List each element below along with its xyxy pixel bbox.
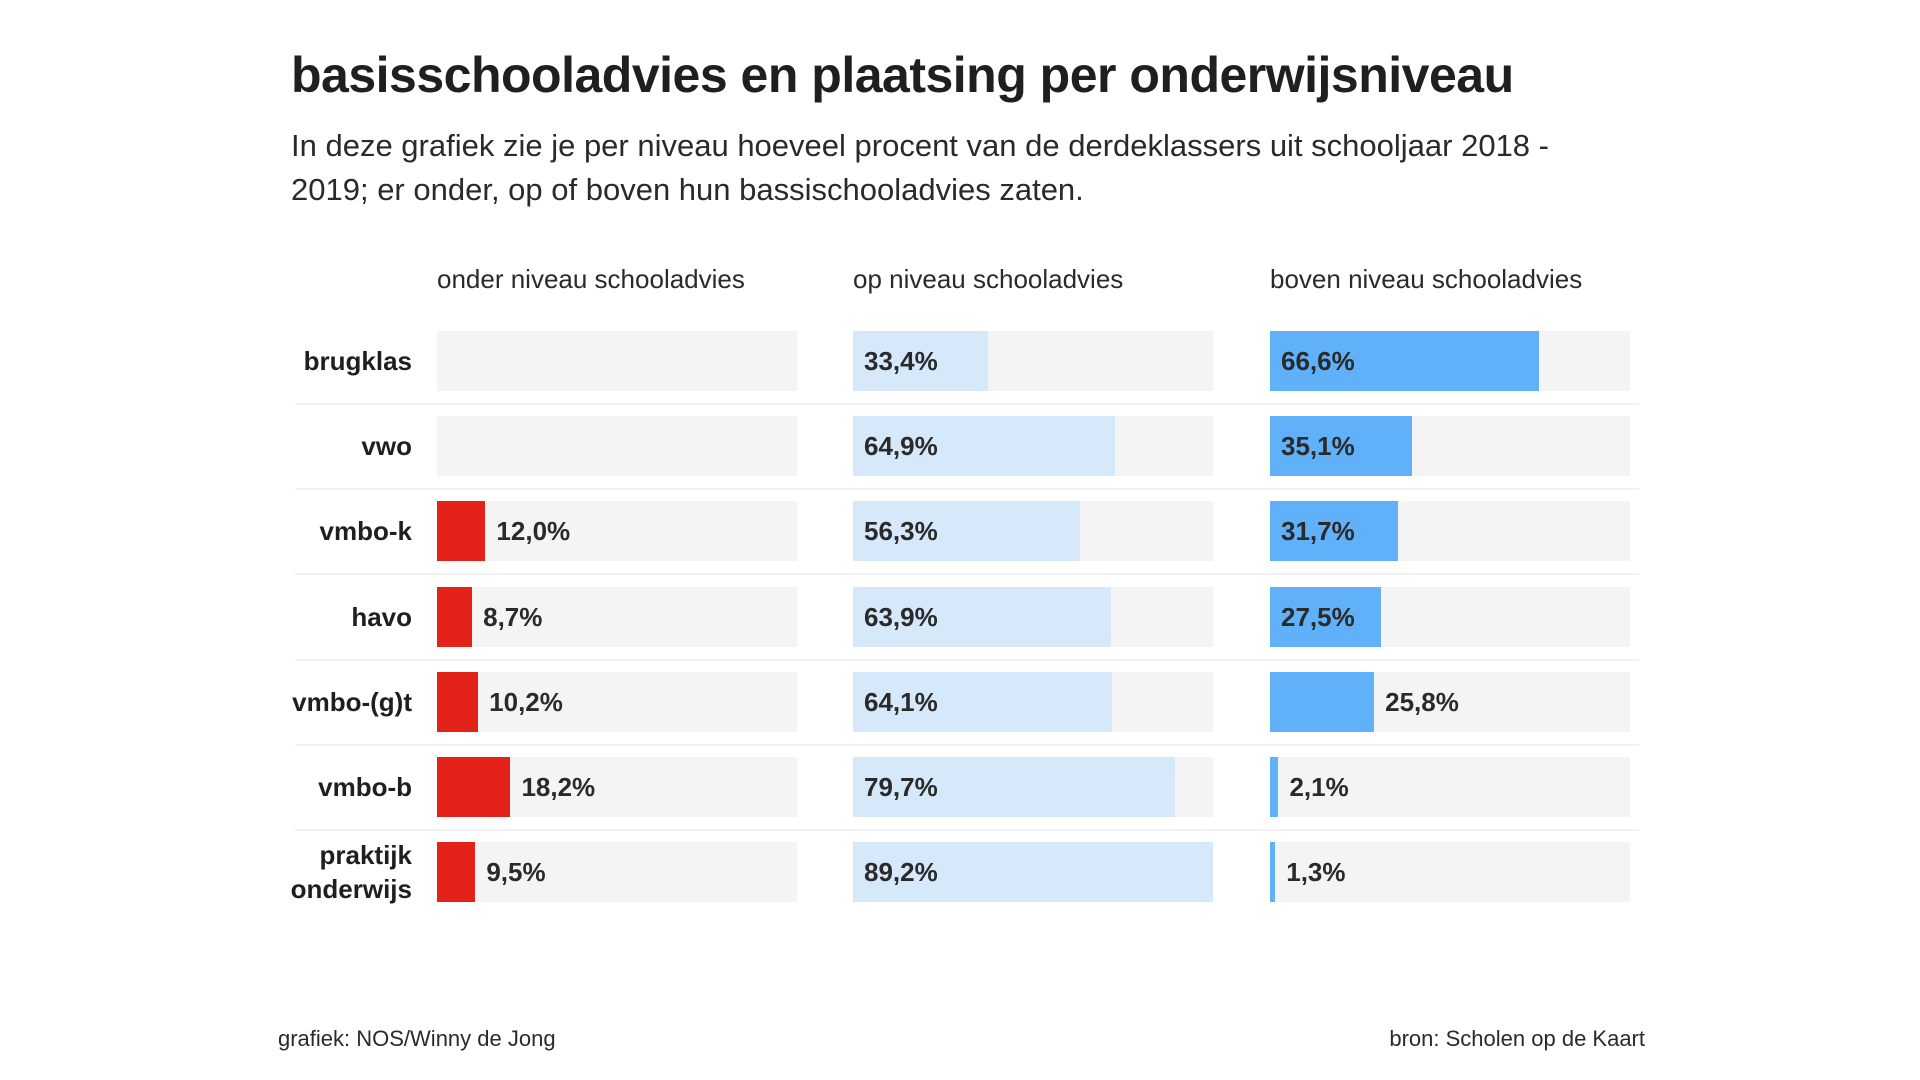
bar-boven <box>1270 671 1375 732</box>
bar-onder <box>437 671 479 732</box>
bar-onder <box>437 757 511 817</box>
bar-onder <box>437 586 473 647</box>
row-divider <box>295 829 1639 831</box>
bar-track: 31,7% <box>1270 501 1630 562</box>
row-label: vmbo-b <box>318 772 412 802</box>
value-label: 66,6% <box>1281 346 1355 376</box>
bar-track: 25,8% <box>1270 671 1630 732</box>
bar-track: 9,5% <box>437 842 797 903</box>
value-label: 18,2% <box>521 772 596 802</box>
bar-boven <box>1270 416 1412 477</box>
row-divider <box>295 743 1639 746</box>
value-label: 79,7% <box>864 772 938 802</box>
bar-op <box>853 416 1115 477</box>
bar-track: 66,6% <box>1270 331 1630 391</box>
bar-track: 56,3% <box>853 501 1213 562</box>
bar-track: 89,2% <box>853 842 1213 903</box>
bar-op <box>853 331 988 391</box>
bar-op <box>853 501 1081 562</box>
value-label: 10,2% <box>489 686 563 717</box>
bar-boven <box>1270 501 1398 562</box>
bar-boven <box>1270 757 1279 817</box>
value-label: 64,1% <box>864 686 938 717</box>
bar-op <box>853 757 1175 817</box>
chart-subtitle: In deze grafiek zie je per niveau hoevee… <box>291 128 1549 207</box>
row-label: vwo <box>361 431 412 462</box>
bar-track: 64,1% <box>853 671 1213 732</box>
bar-onder <box>437 501 486 562</box>
value-label: 1,3% <box>1286 857 1346 888</box>
bar-boven <box>1270 842 1276 903</box>
value-label: 27,5% <box>1281 601 1355 632</box>
bar-track: 63,9% <box>853 586 1213 647</box>
credit-text: grafiek: NOS/Winny de Jong <box>278 1026 556 1051</box>
bar-op <box>853 671 1112 732</box>
value-label: 25,8% <box>1385 686 1459 717</box>
value-label: 31,7% <box>1281 516 1355 547</box>
bar-track: 12,0% <box>437 501 797 562</box>
value-label: 63,9% <box>864 601 938 632</box>
row-label: vmbo-(g)t <box>292 686 412 717</box>
value-label: 8,7% <box>483 601 543 632</box>
value-label: 12,0% <box>496 516 571 547</box>
bar-track: 35,1% <box>1270 416 1630 477</box>
row-divider <box>295 488 1639 491</box>
chart-title: basisschooladvies en plaatsing per onder… <box>291 47 1514 103</box>
bar-boven <box>1270 331 1539 391</box>
source-text: bron: Scholen op de Kaart <box>1389 1026 1645 1051</box>
row-divider <box>295 573 1639 576</box>
row-label: brugklas <box>303 346 412 376</box>
bar-track <box>437 416 797 477</box>
value-label: 56,3% <box>864 516 938 547</box>
row-label: vmbo-k <box>319 516 412 547</box>
bar-onder <box>437 842 476 903</box>
bar-track: 1,3% <box>1270 842 1630 903</box>
value-label: 9,5% <box>486 857 546 888</box>
bar-track: 33,4% <box>853 331 1213 391</box>
column-header-onder: onder niveau schooladvies <box>437 264 745 294</box>
bar-boven <box>1270 586 1381 647</box>
bar-track: 2,1% <box>1270 757 1630 817</box>
row-label: havo <box>351 601 412 632</box>
bar-track: 79,7% <box>853 757 1213 817</box>
bar-track: 27,5% <box>1270 586 1630 647</box>
value-label: 2,1% <box>1289 772 1349 802</box>
bar-track: 64,9% <box>853 416 1213 477</box>
value-label: 35,1% <box>1281 431 1355 462</box>
row-divider <box>295 403 1639 405</box>
value-label: 33,4% <box>864 346 938 376</box>
bar-op <box>853 586 1111 647</box>
bar-track: 8,7% <box>437 586 797 647</box>
row-divider <box>295 658 1639 661</box>
column-header-op: op niveau schooladvies <box>853 264 1124 294</box>
row-label: praktijk onderwijs <box>290 840 412 905</box>
bar-track <box>437 331 797 391</box>
value-label: 89,2% <box>864 857 938 888</box>
column-header-boven: boven niveau schooladvies <box>1270 264 1583 294</box>
bar-op <box>853 842 1213 903</box>
value-label: 64,9% <box>864 431 938 462</box>
bar-track: 18,2% <box>437 757 797 817</box>
bar-track: 10,2% <box>437 671 797 732</box>
